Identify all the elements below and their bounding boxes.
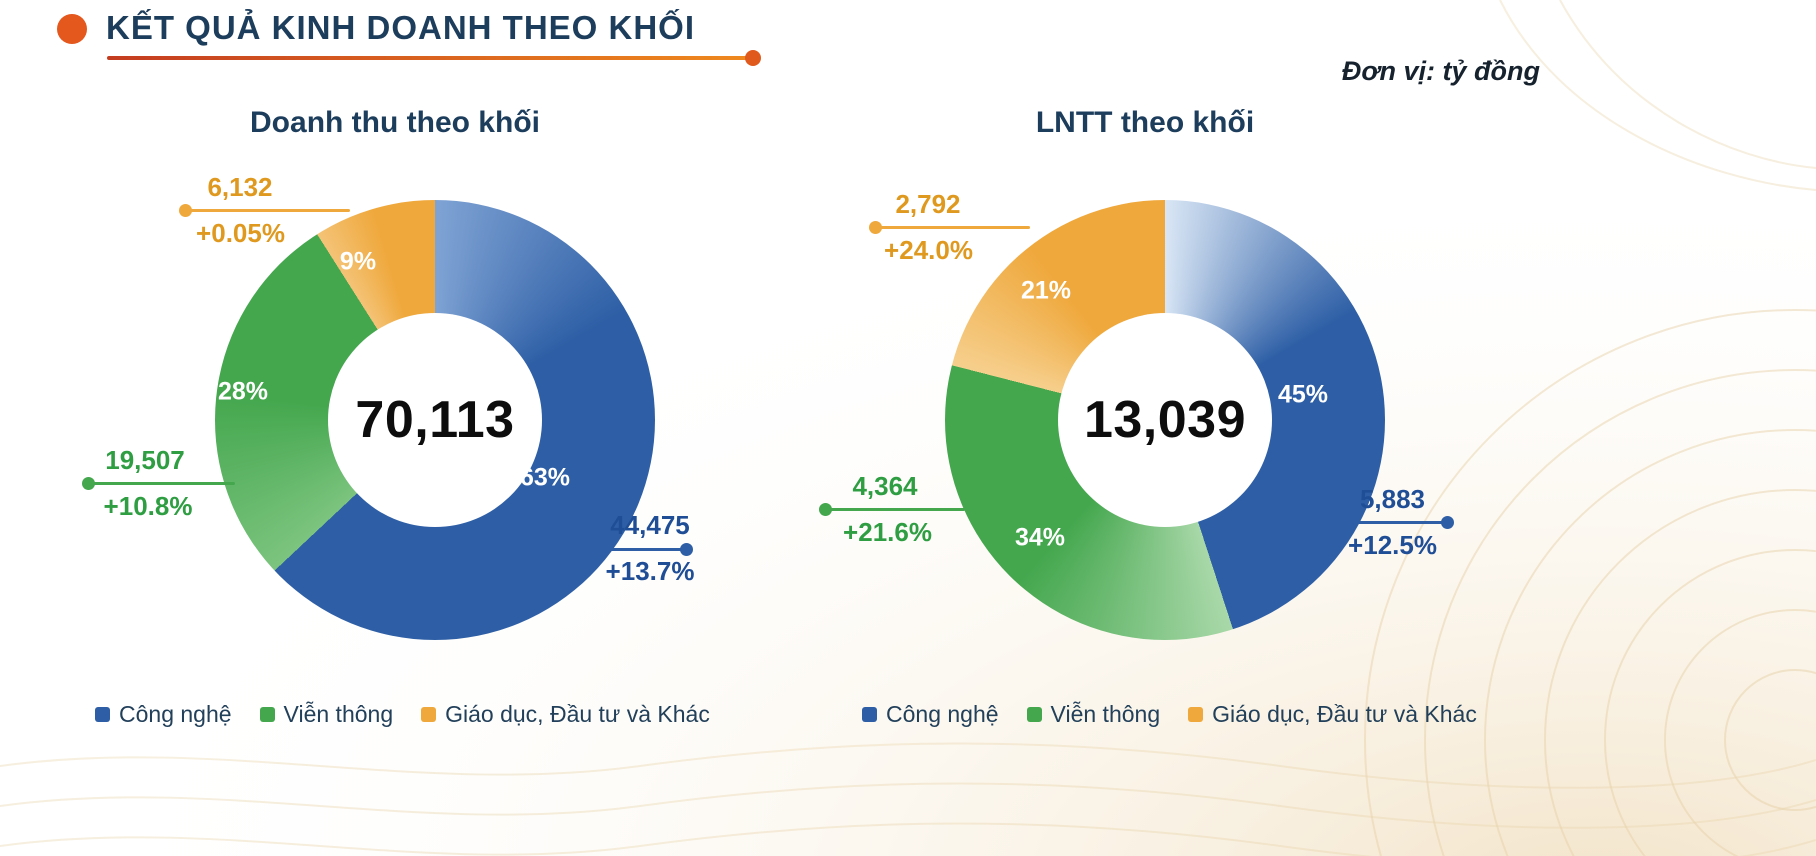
leader-line-education-profit bbox=[869, 221, 1030, 234]
legend-swatch-education bbox=[421, 707, 437, 722]
callout-value-technology-profit: 5,883 bbox=[1359, 484, 1426, 514]
slice-percent-label-technology: 45% bbox=[1277, 380, 1329, 409]
donut-center-value-revenue: 70,113 bbox=[355, 391, 515, 449]
leader-line-telecom-profit bbox=[819, 503, 965, 516]
legend-item-telecom: Viễn thông bbox=[1026, 701, 1161, 728]
leader-line-technology-profit bbox=[1330, 516, 1454, 529]
slice-percent-label-education: 21% bbox=[1020, 276, 1072, 305]
callout-value-technology-revenue: 44,475 bbox=[610, 510, 690, 540]
leader-line-technology-revenue bbox=[560, 543, 693, 556]
legend-swatch-technology bbox=[862, 707, 877, 722]
callout-growth-technology-revenue: +13.7% bbox=[605, 556, 695, 586]
callout-value-telecom-revenue: 19,507 bbox=[105, 445, 185, 475]
title-bullet-icon bbox=[57, 14, 87, 44]
donut-hole bbox=[328, 313, 542, 527]
chart-title-profit: LNTT theo khối bbox=[1035, 106, 1255, 139]
legend-label-technology: Công nghệ bbox=[119, 701, 232, 727]
legend-item-telecom: Viễn thông bbox=[259, 701, 394, 728]
callout-growth-telecom-revenue: +10.8% bbox=[103, 491, 193, 521]
leader-line-education-revenue bbox=[179, 204, 350, 217]
slice-percent-label-telecom: 34% bbox=[1014, 523, 1066, 552]
legend-label-telecom: Viễn thông bbox=[283, 701, 394, 727]
legend-swatch-telecom bbox=[1026, 707, 1042, 722]
slice-percent-label-education: 9% bbox=[339, 247, 377, 276]
legend-label-education: Giáo dục, Đầu tư và Khác bbox=[445, 701, 710, 727]
legend-item-technology: Công nghệ bbox=[95, 701, 232, 728]
legend-label-education: Giáo dục, Đầu tư và Khác bbox=[1212, 701, 1477, 727]
callout-growth-technology-profit: +12.5% bbox=[1348, 530, 1437, 560]
legend-swatch-telecom bbox=[259, 707, 275, 722]
legend-item-education: Giáo dục, Đầu tư và Khác bbox=[421, 701, 710, 728]
revenue-donut-chart: 63% 28% 9% 70,113 bbox=[215, 200, 655, 640]
slice-percent-label-telecom: 28% bbox=[217, 377, 269, 406]
chart-title-revenue: Doanh thu theo khối bbox=[250, 106, 540, 139]
donut-center-value-profit: 13,039 bbox=[1083, 391, 1247, 449]
profit-donut-chart: 45% 34% 21% 13,039 bbox=[945, 200, 1385, 640]
unit-note: Đơn vị: tỷ đồng bbox=[1341, 56, 1540, 86]
legend-swatch-technology bbox=[95, 707, 110, 722]
legend-label-technology: Công nghệ bbox=[886, 701, 999, 727]
title-underline bbox=[107, 50, 761, 66]
legend-item-education: Giáo dục, Đầu tư và Khác bbox=[1188, 701, 1477, 728]
callout-value-education-profit: 2,792 bbox=[895, 189, 961, 219]
legend-label-telecom: Viễn thông bbox=[1050, 701, 1161, 727]
callout-growth-education-profit: +24.0% bbox=[884, 235, 973, 265]
legend-swatch-education bbox=[1188, 707, 1204, 722]
profit-legend: Công nghệ Viễn thông Giáo dục, Đầu tư và… bbox=[862, 701, 1477, 728]
legend-item-technology: Công nghệ bbox=[862, 701, 999, 728]
callout-growth-education-revenue: +0.05% bbox=[196, 218, 285, 248]
callout-value-telecom-profit: 4,364 bbox=[852, 471, 918, 501]
leader-line-telecom-revenue bbox=[82, 477, 235, 490]
page-title: KẾT QUẢ KINH DOANH THEO KHỐI bbox=[106, 9, 695, 46]
donut-hole bbox=[1058, 313, 1272, 527]
callout-growth-telecom-profit: +21.6% bbox=[843, 517, 932, 547]
revenue-legend: Công nghệ Viễn thông Giáo dục, Đầu tư và… bbox=[95, 701, 710, 728]
callout-value-education-revenue: 6,132 bbox=[207, 172, 273, 202]
